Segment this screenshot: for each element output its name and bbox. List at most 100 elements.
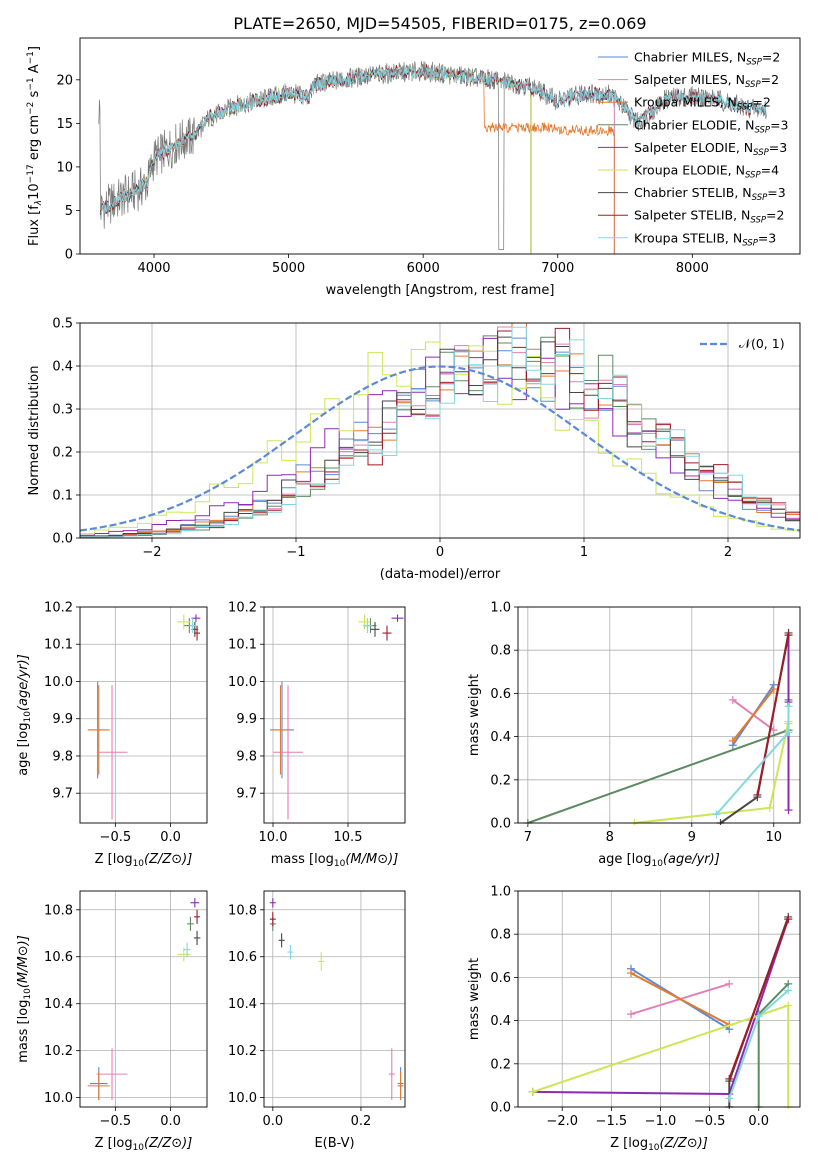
x-tick-label: 10.0 bbox=[259, 830, 288, 845]
x-axis-label: mass [log10(M/M⊙)] bbox=[271, 852, 399, 869]
legend-label: Kroupa MILES, NSSP=2 bbox=[634, 95, 771, 113]
y-tick-label: 10.2 bbox=[228, 1044, 257, 1059]
x-tick-label: 8000 bbox=[676, 261, 709, 276]
series-salpeter-stelib bbox=[756, 634, 790, 796]
x-axis-label: Z [log10(Z/Z⊙)] bbox=[95, 852, 193, 869]
y-tick-label: 10.2 bbox=[44, 601, 73, 616]
marker-kroupa-stelib bbox=[712, 810, 721, 819]
axes-frame bbox=[517, 890, 801, 1108]
y-tick-label: 0.2 bbox=[490, 1057, 511, 1072]
x-tick-label: 0.0 bbox=[160, 830, 181, 845]
y-tick-label: 9.9 bbox=[236, 712, 257, 727]
y-tick-label: 0.6 bbox=[490, 971, 511, 986]
axes-frame bbox=[517, 606, 801, 824]
y-tick-label: 0.0 bbox=[490, 1101, 511, 1116]
x-axis-label: (data-model)/error bbox=[380, 567, 501, 582]
marker-salpeter-stelib bbox=[725, 1074, 734, 1083]
y-tick-label: 10.0 bbox=[228, 675, 257, 690]
marker-kroupa-miles bbox=[728, 736, 737, 745]
marker-salpeter-miles bbox=[626, 1010, 635, 1019]
marker-kroupa-elodie bbox=[765, 803, 774, 812]
axes-frame bbox=[263, 890, 406, 1108]
y-tick-label: 10.6 bbox=[44, 950, 73, 965]
y-tick-label: 0.4 bbox=[490, 1014, 511, 1029]
points bbox=[269, 898, 404, 1100]
y-axis-label: mass weight bbox=[467, 674, 482, 756]
y-tick-label: 10.0 bbox=[228, 1091, 257, 1106]
axes-frame bbox=[79, 322, 801, 539]
axes-frame bbox=[79, 37, 801, 255]
y-tick-label: 0.8 bbox=[490, 928, 511, 943]
x-tick-label: −0.5 bbox=[100, 830, 132, 845]
x-tick-label: −2.0 bbox=[546, 1114, 578, 1129]
marker-salpeter-stelib bbox=[753, 790, 762, 799]
y-tick-label: 0.6 bbox=[490, 687, 511, 702]
x-axis-label: E(B-V) bbox=[314, 1136, 354, 1151]
marker-salpeter-miles bbox=[728, 695, 737, 704]
x-tick-label: 4000 bbox=[137, 261, 170, 276]
legend-label: Kroupa ELODIE, NSSP=4 bbox=[634, 163, 779, 181]
marker-kroupa-miles bbox=[626, 969, 635, 978]
model-salpeter-elodie bbox=[99, 65, 532, 254]
marker-kroupa-elodie bbox=[528, 1087, 537, 1096]
y-axis-label: Normed distribution bbox=[27, 366, 42, 496]
y-tick-label: 10.1 bbox=[228, 638, 257, 653]
histogram-chabrier-stelib bbox=[80, 336, 800, 537]
x-tick-label: 1 bbox=[580, 545, 588, 560]
model-chabrier-elodie bbox=[99, 64, 532, 254]
series bbox=[528, 912, 793, 1109]
x-tick-label: 8 bbox=[606, 830, 614, 845]
y-tick-label: 10.1 bbox=[44, 638, 73, 653]
y-tick-label: 0.4 bbox=[490, 730, 511, 745]
x-tick-label: 10.5 bbox=[334, 830, 363, 845]
x-tick-label: 0.0 bbox=[748, 1114, 769, 1129]
y-tick-label: 9.9 bbox=[52, 712, 73, 727]
x-tick-label: 9 bbox=[688, 830, 696, 845]
x-tick-label: 7 bbox=[524, 830, 532, 845]
legend-label: Kroupa STELIB, NSSP=3 bbox=[634, 230, 776, 248]
points bbox=[270, 614, 404, 820]
x-tick-label: 0.0 bbox=[160, 1114, 181, 1129]
legend-label: Salpeter STELIB, NSSP=2 bbox=[634, 208, 784, 226]
y-axis-label: mass weight bbox=[467, 958, 482, 1040]
y-tick-label: 0.0 bbox=[490, 817, 511, 832]
marker-kroupa-elodie bbox=[784, 1001, 793, 1010]
marker-kroupa-stelib bbox=[784, 986, 793, 995]
x-tick-label: 2 bbox=[724, 545, 732, 560]
x-axis-label: Z [log10(Z/Z⊙)] bbox=[610, 1136, 708, 1153]
x-tick-label: 7000 bbox=[541, 261, 574, 276]
y-tick-label: 9.8 bbox=[52, 749, 73, 764]
model-kroupa-elodie bbox=[99, 65, 532, 254]
y-tick-label: 10.8 bbox=[228, 903, 257, 918]
y-tick-label: 0.4 bbox=[52, 360, 73, 375]
x-tick-label: −2 bbox=[142, 545, 161, 560]
normal-curve bbox=[80, 365, 800, 532]
legend-label: Salpeter MILES, NSSP=2 bbox=[634, 72, 779, 90]
marker-kroupa-stelib bbox=[784, 702, 793, 711]
y-tick-label: 1.0 bbox=[490, 885, 511, 900]
marker-kroupa-stelib bbox=[754, 1012, 763, 1021]
series-kroupa-miles bbox=[630, 972, 730, 1026]
model-chabrier-miles bbox=[99, 65, 615, 254]
y-tick-label: 10.2 bbox=[44, 1044, 73, 1059]
x-tick-label: −0.5 bbox=[694, 1114, 726, 1129]
x-tick-label: 0.2 bbox=[351, 1114, 372, 1129]
legend-label: Salpeter ELODIE, NSSP=3 bbox=[634, 140, 787, 158]
y-tick-label: 0.0 bbox=[52, 532, 73, 547]
model-salpeter-miles bbox=[99, 65, 615, 254]
x-tick-label: −0.5 bbox=[100, 1114, 132, 1129]
x-tick-label: 0 bbox=[436, 545, 444, 560]
spectrum-lines bbox=[98, 61, 767, 254]
y-axis-label: Flux [fλ10−17 erg cm−2 s−1 A−1] bbox=[26, 46, 44, 246]
points bbox=[87, 614, 201, 820]
series-kroupa-stelib bbox=[715, 706, 790, 816]
histograms bbox=[80, 323, 800, 538]
marker-salpeter-elodie bbox=[784, 806, 793, 815]
y-tick-label: 0.3 bbox=[52, 403, 73, 418]
marker-kroupa-stelib bbox=[725, 1094, 734, 1103]
legend-label: Chabrier MILES, NSSP=2 bbox=[634, 50, 780, 68]
x-axis-label: wavelength [Angstrom, rest frame] bbox=[326, 283, 555, 298]
x-tick-label: −1.0 bbox=[645, 1114, 677, 1129]
